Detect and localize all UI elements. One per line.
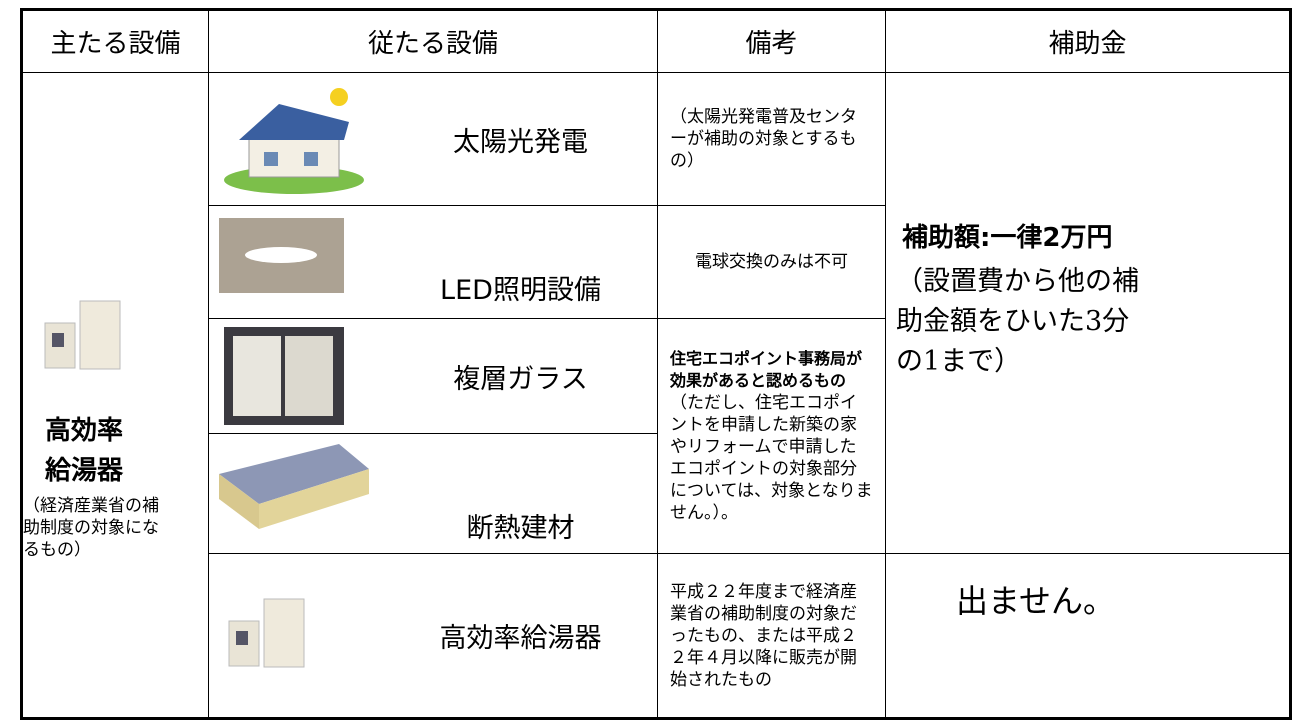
header-text: 備考 [745, 29, 798, 59]
header-text: 主たる設備 [50, 29, 181, 59]
main-title: 高効率 [45, 416, 124, 446]
remarks-cell: 電球交換のみは不可 [657, 205, 886, 319]
equipment-name: 太陽光発電 [453, 126, 588, 158]
subsidy-text: （設置費から他の補助金額をひいた3分の1まで） [896, 266, 1139, 377]
remarks-cell: （太陽光発電普及センターが補助の対象とするもの） [657, 72, 886, 206]
subsidy-text: 出ません。 [956, 582, 1116, 620]
remarks-bold: 住宅エコポイント事務局が効果があると認めるもの [670, 349, 863, 390]
header-text: 補助金 [1048, 29, 1127, 59]
insulation-icon [219, 444, 369, 529]
equipment-cell: 高効率給湯器 [208, 553, 658, 718]
header-cell: 備考 [657, 10, 886, 73]
subsidy-cell: 出ません。 [885, 553, 1290, 718]
remarks-cell: 平成２２年度まで経済産業省の補助制度の対象だったもの、または平成２２年４月以降に… [657, 553, 886, 718]
subsidy-bold: 補助額:一律2万円 [902, 223, 1113, 253]
equipment-cell: 断熱建材 [208, 433, 658, 554]
header-cell: 従たる設備 [208, 10, 658, 73]
equipment-cell: 複層ガラス [208, 318, 658, 434]
header-cell: 主たる設備 [22, 10, 209, 73]
remarks-text: （ただし、住宅エコポイントを申請した新築の家やリフォームで申請したエコポイントの… [670, 393, 873, 523]
main-title: 給湯器 [45, 456, 124, 486]
water-heater-icon [44, 300, 121, 370]
remarks-text: 電球交換のみは不可 [695, 252, 848, 272]
remarks-text: （太陽光発電普及センターが補助の対象とするもの） [670, 107, 857, 171]
equipment-name: 複層ガラス [453, 363, 588, 395]
header-text: 従たる設備 [367, 29, 498, 59]
equipment-name: LED照明設備 [440, 275, 601, 306]
equipment-cell: 太陽光発電 [208, 72, 658, 206]
main-equipment-cell: 高効率 給湯器 （経済産業省の補助制度の対象になるもの） [22, 72, 209, 718]
equipment-name: 断熱建材 [466, 513, 575, 544]
header-cell: 補助金 [885, 10, 1290, 73]
remarks-cell: 住宅エコポイント事務局が効果があると認めるもの（ただし、住宅エコポイントを申請し… [657, 318, 886, 554]
led-light-icon [219, 218, 344, 293]
water-heater-icon [228, 598, 305, 667]
table-frame [20, 8, 1292, 720]
subsidy-cell: 補助額:一律2万円 （設置費から他の補助金額をひいた3分の1まで） [885, 72, 1290, 554]
remarks-text: 平成２２年度まで経済産業省の補助制度の対象だったもの、または平成２２年４月以降に… [670, 581, 857, 690]
equipment-name: 高効率給湯器 [439, 623, 602, 654]
main-note: （経済産業省の補助制度の対象になるもの） [23, 496, 159, 560]
solar-house-icon [224, 87, 364, 194]
equipment-cell: LED照明設備 [208, 205, 658, 319]
window-icon [224, 326, 344, 425]
